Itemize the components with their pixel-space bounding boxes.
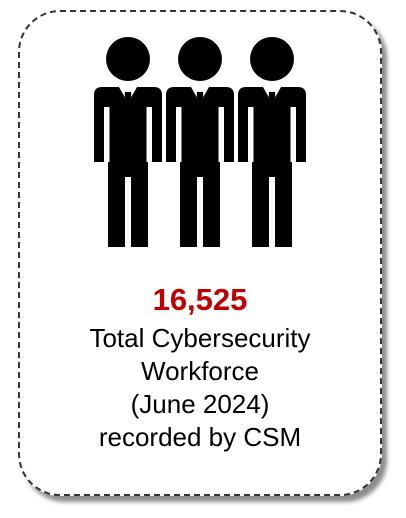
caption-line: Total Cybersecurity [89,323,311,353]
caption-line: Workforce [141,356,259,386]
caption-line: recorded by CSM [98,422,302,452]
stat-card: 16,525 Total Cybersecurity Workforce (Ju… [18,10,382,496]
stat-value: 16,525 [152,282,248,317]
stat-caption: Total Cybersecurity Workforce (June 2024… [20,322,380,454]
people-group-icon [20,37,380,247]
caption-line: (June 2024) [130,389,270,419]
